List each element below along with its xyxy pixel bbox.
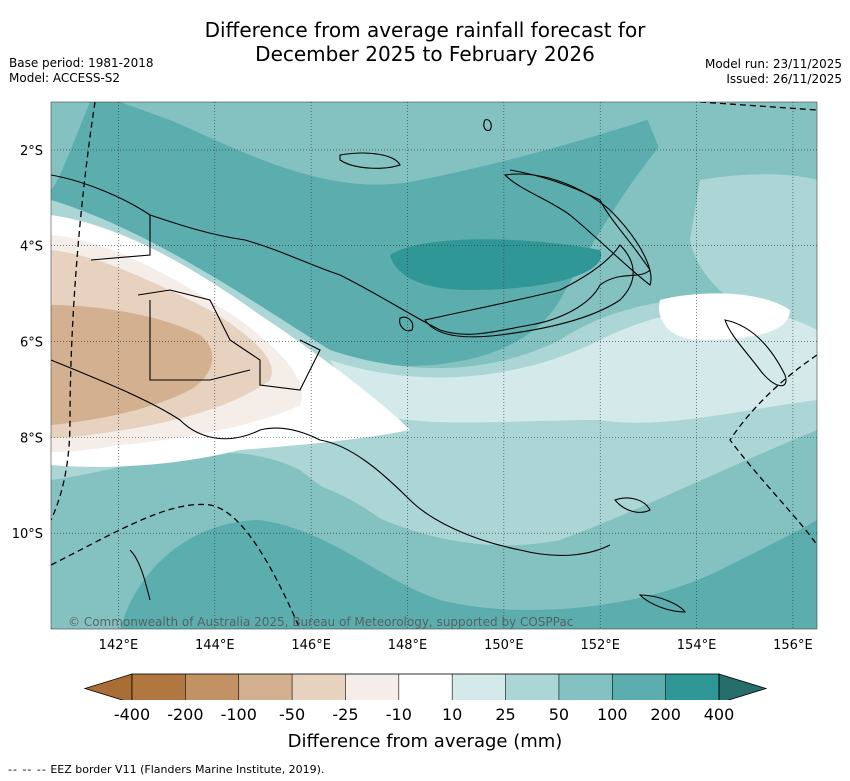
colorbar-swatch <box>132 674 186 700</box>
lat-label: 6°S <box>20 336 43 351</box>
eez-legend-dash: -- -- -- <box>8 763 47 776</box>
colorbar-swatch <box>292 674 346 700</box>
eez-south <box>51 503 301 629</box>
island-small-3 <box>614 497 651 513</box>
province-boundary-west <box>149 300 251 381</box>
colorbar-tick-label: 400 <box>703 705 735 724</box>
colorbar-swatch <box>665 674 719 700</box>
colorbar-tick-label: -200 <box>167 705 204 724</box>
colorbar-tick-label: -50 <box>279 705 306 724</box>
island-manus <box>339 152 401 169</box>
colorbar-extend-low <box>83 673 133 700</box>
coastlines <box>51 119 787 613</box>
meta-right: Model run: 23/11/2025 Issued: 26/11/2025 <box>705 57 842 87</box>
island-small-4 <box>638 594 687 613</box>
zone-200-400 <box>390 239 602 290</box>
zone-nw-corner <box>51 102 90 190</box>
colorbar-extend-high <box>718 673 768 700</box>
zone-minus-50-100 <box>51 305 213 425</box>
colorbar-tick-labels: -400 -200 -100 -50 -25 -10 10 25 50 100 200 400 <box>0 705 850 725</box>
colorbar-tick-label: 100 <box>596 705 628 724</box>
colorbar-title: Difference from average (mm) <box>287 731 563 752</box>
island-small-2 <box>483 119 492 131</box>
colorbar-swatch <box>238 674 293 700</box>
map-title: Difference from average rainfall forecas… <box>0 18 850 66</box>
colorbar-swatch <box>345 674 399 700</box>
island-new-ireland <box>503 173 652 286</box>
colorbar-swatch <box>185 674 239 700</box>
lon-label: 148°E <box>388 638 428 653</box>
eez-legend-text: EEZ border V11 (Flanders Marine Institut… <box>50 763 325 776</box>
colorbar-swatch <box>505 674 559 700</box>
map-frame <box>50 101 818 630</box>
graticule <box>51 102 817 629</box>
eez-borders <box>51 102 817 629</box>
rainfall-map: 2°S 4°S 6°S 8°S 10°S 142°E 144°E 146°E 148°E 150… <box>12 101 818 700</box>
colorbar-tick-label: -10 <box>385 705 412 724</box>
title-line-2: December 2025 to February 2026 <box>255 42 595 66</box>
island-small-1 <box>399 316 414 332</box>
lat-label: 8°S <box>20 431 43 446</box>
colorbar-tick-label: -400 <box>113 705 151 724</box>
lon-label: 152°E <box>580 638 620 653</box>
eez-east <box>729 354 817 546</box>
issued-date: Issued: 26/11/2025 <box>726 72 842 86</box>
colorbar-tick-label: 10 <box>441 705 463 724</box>
zone-100-200-south <box>120 520 817 629</box>
border-upper-west <box>90 215 151 261</box>
latitude-labels: 2°S 4°S 6°S 8°S 10°S <box>12 144 43 542</box>
lon-label: 142°E <box>99 638 139 653</box>
zone-neutral-east <box>659 293 790 340</box>
lat-label: 2°S <box>20 144 43 159</box>
lon-label: 150°E <box>484 638 524 653</box>
zone-25-50-ne <box>690 174 817 322</box>
colorbar <box>83 673 768 700</box>
coast-new-guinea-south <box>51 359 611 556</box>
longitude-labels: 142°E 144°E 146°E 148°E 150°E 152°E 154°E 156°E <box>99 638 813 653</box>
lon-label: 146°E <box>291 638 331 653</box>
lon-label: 154°E <box>677 638 717 653</box>
colorbar-tick-label: -100 <box>220 705 257 724</box>
map-canvas <box>51 102 817 629</box>
colorbar-swatch <box>398 674 453 700</box>
zone-50-100-north <box>120 102 700 185</box>
zone-25-50-central <box>51 200 817 546</box>
lon-label: 156°E <box>773 638 813 653</box>
colorbar-tick-label: 25 <box>495 705 516 724</box>
model-run: Model run: 23/11/2025 <box>704 57 842 71</box>
lat-label: 4°S <box>20 240 43 255</box>
base-period: Base period: 1981-2018 <box>9 56 154 70</box>
colorbar-swatch <box>452 674 506 700</box>
coast-new-guinea-north <box>51 169 651 335</box>
colorbar-tick-label: 50 <box>548 705 570 724</box>
model-name: Model: ACCESS-S2 <box>9 71 121 85</box>
title-line-1: Difference from average rainfall forecas… <box>204 18 646 42</box>
colorbar-swatch <box>612 674 666 700</box>
meta-left: Base period: 1981-2018 Model: ACCESS-S2 <box>9 56 154 86</box>
eez-legend: -- -- -- EEZ border V11 (Flanders Marine… <box>8 763 324 776</box>
colorbar-swatch <box>558 674 613 700</box>
coast-cape-york <box>129 549 151 601</box>
copyright-text: © Commonwealth of Australia 2025, Bureau… <box>68 615 573 629</box>
colorbar-tick-label: 200 <box>650 705 681 724</box>
colorbar-tick-label: -25 <box>332 705 359 724</box>
island-new-britain <box>424 244 634 338</box>
island-bougainville <box>724 319 787 387</box>
province-boundaries <box>137 289 321 391</box>
lon-label: 144°E <box>195 638 235 653</box>
lat-label: 10°S <box>12 527 43 542</box>
colorbar-frame <box>131 673 720 700</box>
